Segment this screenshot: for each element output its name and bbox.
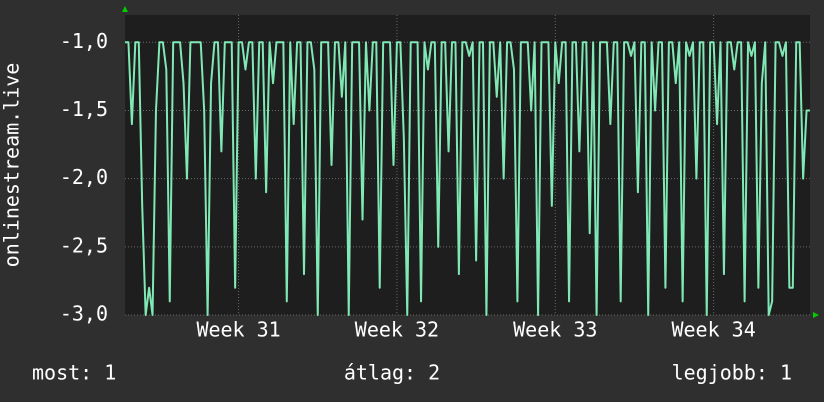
y-axis-label: onlinestream.live xyxy=(0,63,24,268)
x-tick-label: Week 34 xyxy=(671,318,755,342)
x-tick-label: Week 32 xyxy=(355,318,439,342)
footer-best: legjobb: 1 xyxy=(672,361,792,385)
footer-average: átlag: 2 xyxy=(344,361,440,385)
y-tick-label: -2,5 xyxy=(60,233,108,257)
axis-arrow xyxy=(122,6,128,12)
y-tick-label: -2,0 xyxy=(60,165,108,189)
axis-arrow xyxy=(813,312,819,318)
y-tick-label: -1,5 xyxy=(60,97,108,121)
data-line xyxy=(125,41,810,316)
x-tick-label: Week 31 xyxy=(196,318,280,342)
x-tick-label: Week 33 xyxy=(513,318,597,342)
y-tick-label: -3,0 xyxy=(60,302,108,326)
footer-current: most: 1 xyxy=(32,361,116,385)
y-tick-label: -1,0 xyxy=(60,29,108,53)
